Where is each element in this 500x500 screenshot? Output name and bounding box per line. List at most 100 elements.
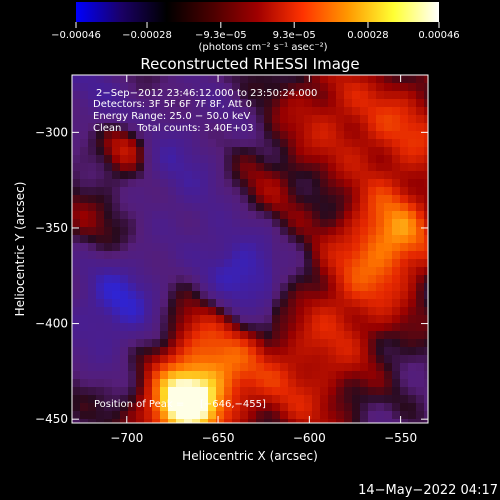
heatmap-cell [376,275,385,284]
heatmap-cell [144,363,153,372]
heatmap-cell [152,131,161,140]
heatmap-cell [288,227,297,236]
heatmap-cell [408,291,417,300]
heatmap-cell [240,411,249,420]
heatmap-cell [416,187,425,196]
heatmap-cell [304,131,313,140]
heatmap-cell [144,331,153,340]
heatmap-cell [232,139,241,148]
heatmap-cell [368,275,377,284]
heatmap-cell [376,83,385,92]
heatmap-cell [144,395,153,404]
heatmap-cell [96,283,105,292]
heatmap-cell [328,115,337,124]
heatmap-cell [328,419,337,423]
heatmap-cell [376,259,385,268]
heatmap-cell [344,203,353,212]
heatmap-cell [224,155,233,164]
heatmap-cell [208,75,217,84]
heatmap-cell [80,299,89,308]
heatmap-cell [184,211,193,220]
heatmap-cell [280,323,289,332]
heatmap-cell [296,307,305,316]
heatmap-cell [288,331,297,340]
heatmap-cell [360,99,369,108]
heatmap-cell [216,323,225,332]
heatmap-cell [136,115,145,124]
heatmap-cell [368,147,377,156]
heatmap-cell [368,299,377,308]
heatmap-cell [280,171,289,180]
heatmap-cell [256,227,265,236]
heatmap-cell [400,243,409,252]
heatmap-cell [360,411,369,420]
heatmap-cell [400,131,409,140]
heatmap-cell [408,267,417,276]
heatmap-cell [104,307,113,316]
heatmap-cell [184,355,193,364]
heatmap-cell [176,115,185,124]
heatmap-cell [112,195,121,204]
heatmap-cell [328,187,337,196]
heatmap-cell [400,163,409,172]
heatmap-cell [352,195,361,204]
heatmap-cell [144,83,153,92]
heatmap-cell [280,187,289,196]
heatmap-cell [392,355,401,364]
heatmap-cell [392,371,401,380]
heatmap-cell [384,139,393,148]
heatmap-cell [208,259,217,268]
heatmap-cell [424,115,428,124]
heatmap-cell [128,315,137,324]
heatmap-cell [176,131,185,140]
heatmap-cell [104,171,113,180]
heatmap-cell [336,139,345,148]
heatmap-cell [232,251,241,260]
heatmap-cell [160,115,169,124]
heatmap-cell [392,99,401,108]
heatmap-cell [344,411,353,420]
heatmap-cell [200,243,209,252]
heatmap-cell [160,291,169,300]
heatmap-cell [384,195,393,204]
heatmap-cell [72,275,81,284]
heatmap-cell [200,387,209,396]
heatmap-cell [264,395,273,404]
heatmap-cell [368,171,377,180]
heatmap-cell [232,155,241,164]
heatmap-cell [192,171,201,180]
heatmap-cell [272,115,281,124]
heatmap-cell [176,275,185,284]
heatmap-cell [264,339,273,348]
heatmap-cell [184,219,193,228]
heatmap-cell [304,83,313,92]
heatmap-cell [176,107,185,116]
heatmap-cell [360,83,369,92]
heatmap-cell [88,395,97,404]
heatmap-cell [120,331,129,340]
heatmap-cell [336,363,345,372]
heatmap-cell [72,123,81,132]
heatmap-cell [184,179,193,188]
heatmap-cell [272,363,281,372]
heatmap-cell [224,163,233,172]
heatmap-cell [120,251,129,260]
heatmap-cell [160,355,169,364]
heatmap-cell [128,179,137,188]
heatmap-cell [72,307,81,316]
heatmap-cell [200,371,209,380]
heatmap-cell [424,339,428,348]
heatmap-cell [200,331,209,340]
heatmap-cell [112,99,121,108]
heatmap-cell [264,75,273,84]
heatmap-cell [152,323,161,332]
heatmap-cell [120,259,129,268]
heatmap-cell [240,123,249,132]
heatmap-cell [392,251,401,260]
heatmap-cell [288,75,297,84]
heatmap-cell [408,187,417,196]
heatmap-cell [176,251,185,260]
heatmap-cell [152,411,161,420]
heatmap-cell [296,147,305,156]
heatmap-cell [144,163,153,172]
